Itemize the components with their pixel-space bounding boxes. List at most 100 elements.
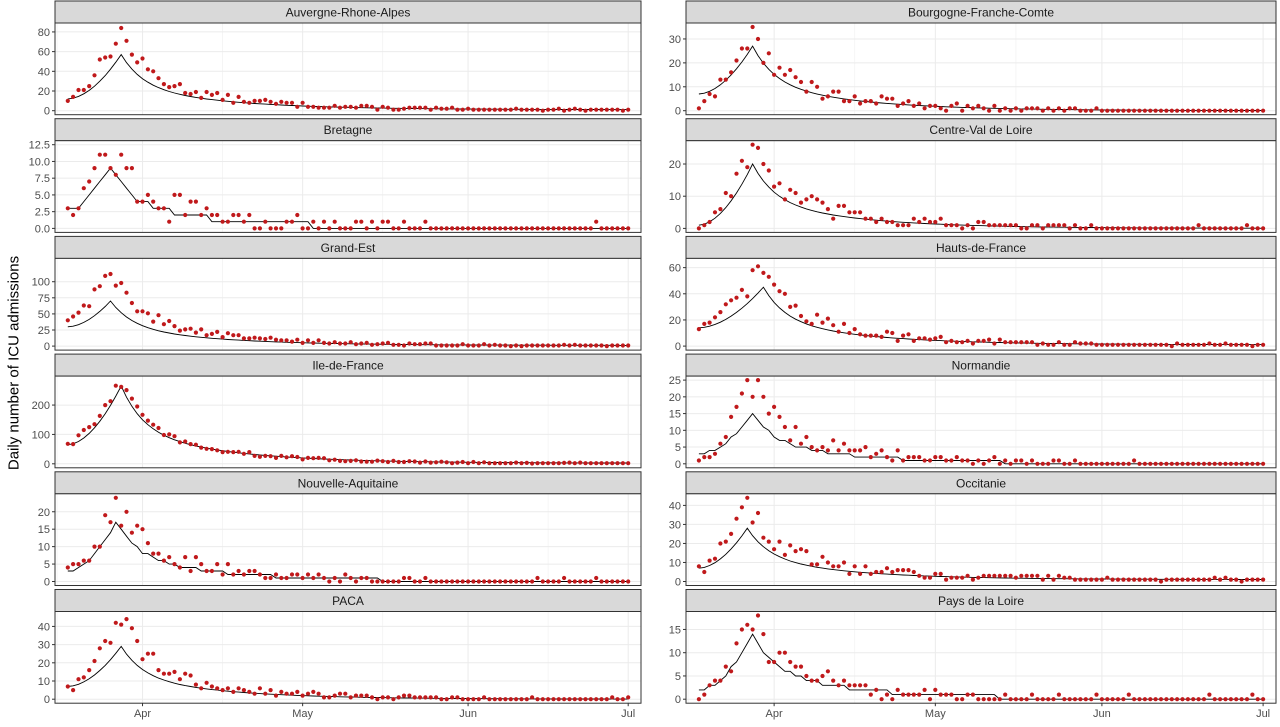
data-point (498, 579, 503, 584)
data-point (761, 60, 766, 65)
data-point (220, 572, 225, 577)
data-point (588, 107, 593, 112)
observed-points (65, 152, 631, 231)
data-point (1046, 697, 1051, 702)
data-point (890, 569, 895, 575)
data-point (273, 572, 279, 577)
data-point (177, 565, 182, 570)
data-point (417, 579, 423, 584)
data-point (412, 226, 417, 231)
data-point (954, 697, 959, 702)
data-point (917, 455, 922, 460)
data-point (1261, 108, 1266, 113)
data-point (1003, 692, 1008, 697)
data-point (268, 335, 273, 340)
data-point (1239, 108, 1244, 113)
data-point (1175, 577, 1180, 582)
data-point (135, 523, 140, 528)
panel-border (54, 257, 642, 351)
data-point (1137, 461, 1142, 466)
data-point (1239, 697, 1244, 702)
data-point (231, 572, 236, 577)
data-point (113, 41, 118, 46)
data-point (1201, 108, 1207, 113)
data-point (439, 579, 444, 584)
data-point (610, 579, 615, 584)
data-point (1191, 226, 1196, 231)
data-point (858, 101, 863, 106)
y-tick-label: 20 (38, 86, 50, 98)
data-point (407, 575, 412, 581)
data-point (1234, 697, 1239, 702)
data-point (369, 219, 375, 224)
data-point (1126, 461, 1131, 466)
y-tick-label: 10 (669, 648, 681, 660)
panel-border (54, 493, 642, 586)
data-point (604, 579, 609, 584)
data-point (1078, 697, 1083, 702)
data-point (707, 683, 712, 688)
data-point (906, 455, 911, 460)
data-point (380, 341, 385, 346)
data-point (305, 572, 311, 577)
data-point (1255, 697, 1260, 702)
y-tick-label: 30 (669, 519, 681, 531)
data-point (1083, 461, 1088, 466)
data-point (193, 442, 198, 447)
data-point (1094, 577, 1099, 582)
data-point (209, 331, 214, 336)
y-tick-label: 50 (38, 309, 50, 321)
data-point (295, 104, 300, 109)
data-point (1008, 697, 1013, 702)
data-point (1261, 577, 1266, 582)
data-point (1029, 106, 1035, 111)
data-point (145, 418, 150, 423)
data-point (391, 697, 396, 702)
data-point (295, 337, 300, 342)
data-point (535, 575, 540, 581)
data-point (1051, 458, 1056, 463)
data-point (385, 459, 391, 465)
plot-area (686, 258, 1276, 351)
y-tick-label: 5 (675, 671, 681, 683)
data-point (364, 693, 369, 698)
data-point (199, 445, 204, 450)
data-point (172, 434, 177, 439)
data-point (626, 695, 631, 700)
panel-auvergne-rhone-alpes: Auvergne-Rhone-Alpes 0 20 40 60 80 (38, 0, 642, 118)
data-point (997, 337, 1002, 342)
data-point (540, 697, 545, 702)
data-point (911, 338, 916, 343)
data-point (391, 107, 396, 112)
data-point (599, 343, 604, 348)
data-point (1110, 226, 1115, 231)
data-point (847, 448, 852, 453)
data-point (798, 547, 804, 552)
data-point (1244, 108, 1250, 113)
data-point (960, 697, 965, 702)
data-point (1218, 577, 1223, 582)
data-point (247, 689, 252, 695)
data-point (391, 342, 396, 347)
data-point (841, 560, 847, 565)
observed-points (696, 264, 1266, 349)
data-point (503, 461, 508, 466)
data-point (578, 226, 583, 231)
data-point (583, 579, 588, 584)
data-point (1185, 461, 1190, 466)
data-point (933, 455, 938, 460)
data-point (311, 219, 316, 224)
data-point (167, 432, 172, 437)
data-point (209, 212, 214, 218)
data-point (177, 440, 182, 445)
data-point (858, 448, 863, 453)
data-point (567, 460, 572, 465)
data-point (508, 344, 513, 349)
data-point (434, 579, 439, 584)
data-point (332, 340, 337, 345)
data-point (992, 223, 997, 228)
data-point (626, 343, 631, 348)
data-point (444, 343, 449, 348)
data-point (922, 336, 927, 341)
data-point (922, 458, 927, 463)
